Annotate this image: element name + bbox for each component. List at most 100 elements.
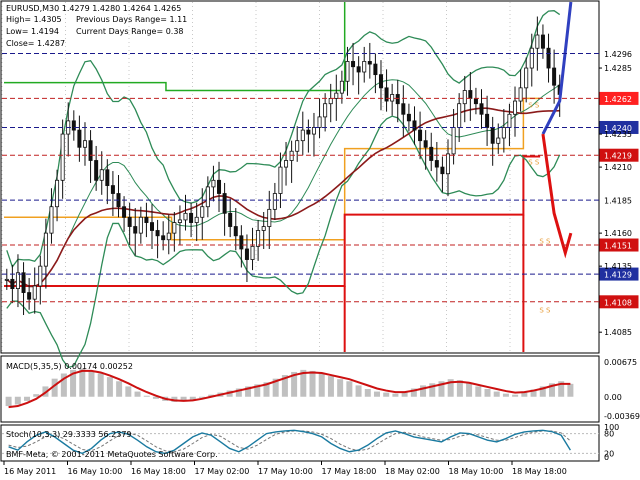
macd-histogram-bar [456,380,463,397]
price-bar-body [328,98,333,105]
macd-histogram-bar [281,375,288,397]
forecast-layer: S S S S S S S S [528,1,573,314]
price-tick-label: 1.4285 [604,64,632,73]
bollinger-upper [6,10,561,269]
price-bar-body [261,226,266,231]
price-bar-body [127,216,132,227]
macd-layer: 0.00675 0.00 -0.00369 [5,358,640,421]
macd-histogram-bar [548,383,555,397]
step-line-orange [4,97,541,241]
macd-histogram-bar [521,392,528,397]
macd-histogram-bar [88,370,95,397]
price-bar-body [177,219,182,223]
price-tick-label: 1.4135 [604,262,632,271]
header-low: Low= 1.4194 [6,27,59,36]
level-label-box [599,120,639,134]
macd-histogram-bar [567,383,574,397]
time-label: 16 May 10:00 [68,467,123,476]
price-bar-body [496,137,501,144]
price-bar-body [311,127,316,135]
price-bar-body [378,74,383,89]
macd-histogram-bar [420,385,427,397]
price-bar-body [546,47,551,69]
macd-histogram-bar [79,368,86,397]
forecast-down-line [541,133,573,259]
level-label-box [599,238,639,252]
price-bar-body [183,212,188,221]
macd-histogram-bar [125,386,132,397]
price-bar-body [161,235,166,241]
macd-histogram-bar [272,378,279,397]
price-bar-body [233,226,238,237]
bollinger-lower [6,115,561,369]
price-bar-body [99,169,104,181]
macd-histogram-bar [429,383,436,397]
time-axis-layer: 16 May 2011 16 May 10:00 16 May 18:00 17 Ma… [3,461,567,476]
price-tick-label: 1.4085 [604,328,632,337]
price-bar-body [284,160,289,168]
level-label-box [599,91,639,105]
time-label: 17 May 18:00 [322,467,377,476]
price-bar-body [222,193,227,214]
price-bar-body [211,179,216,188]
price-bar-body [367,61,372,65]
macd-histogram-bar [373,391,380,397]
price-bar-body [535,34,540,49]
macd-histogram-bar [199,396,206,398]
price-bar-body [451,127,456,155]
price-bar-body [524,67,529,89]
price-bar-body [429,146,434,161]
stoch-tick-label: 20 [604,449,614,458]
price-bar-body [60,133,65,181]
macd-histogram-bar [327,376,334,397]
price-bar-body [82,140,87,148]
price-bar-body [155,230,160,237]
macd-histogram-bar [235,388,242,397]
price-bar-body [345,61,350,82]
level-labels-layer: 1.4296 1.4262 1.4240 1.4219 1.4185 1.4151 1.41… [2,47,639,337]
price-bar-body [334,92,339,99]
header-prev-range: Previous Days Range= 1.11 [76,15,187,24]
price-tick-label: 1.4160 [604,229,632,238]
price-bar-body [217,179,222,194]
level-label-box [600,47,638,60]
price-bar-body [172,222,177,234]
header-curr-range: Current Days Range= 0.38 [76,27,184,36]
macd-histogram-bar [254,384,261,397]
macd-histogram-bar [383,392,390,397]
bollinger-bands-layer [6,10,561,369]
macd-panel [0,355,600,423]
macd-histogram-bar [539,386,546,397]
macd-histogram-bar [143,395,150,397]
macd-histogram-bar [70,369,77,397]
macd-histogram-bar [447,379,454,397]
level-label: 1.4240 [604,124,632,133]
price-bar-body [418,129,423,142]
macd-histogram-bar [355,385,362,397]
macd-histogram-bar [318,372,325,397]
price-bar-body [38,265,43,287]
price-bar-body [490,127,495,144]
price-bar-body [278,166,283,194]
macd-histogram-bar [245,386,252,397]
price-bar-body [94,160,99,181]
price-bar-body [507,113,512,128]
time-label: 17 May 02:00 [195,467,250,476]
price-bar-body [272,193,277,210]
macd-histogram-bar [189,396,196,400]
price-bar-body [166,232,171,241]
price-bar-body [250,245,255,260]
macd-histogram-bar [475,386,482,397]
price-bar-body [395,94,400,105]
price-bar-body [105,169,110,186]
macd-histogram-bar [410,388,417,397]
stoch-tick-label: 100 [604,423,619,432]
price-bar-body [133,226,138,234]
price-bar-body [339,80,344,94]
macd-histogram-bar [97,373,104,397]
price-bar-body [295,140,300,152]
macd-histogram-bar [226,390,233,397]
macd-histogram-bar [152,396,159,399]
macd-histogram-bar [5,396,12,407]
